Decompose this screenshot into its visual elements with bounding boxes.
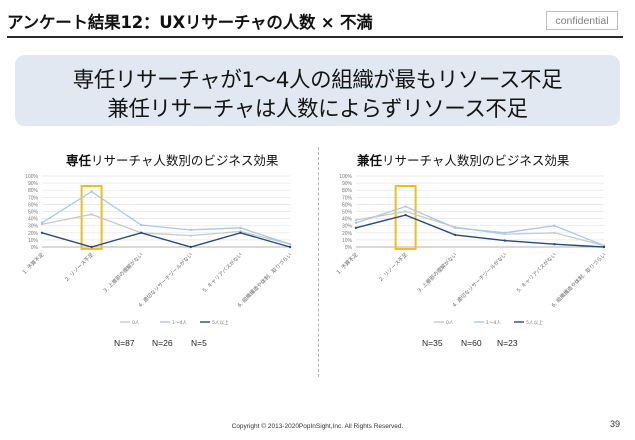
left-xtick: 2. リソース不足: [64, 251, 95, 282]
right-n-label-1: N=35: [422, 338, 443, 348]
right-data-point: [404, 205, 407, 208]
left-data-point: [239, 226, 242, 230]
right-series-line: [355, 210, 605, 247]
left-data-point: [90, 245, 93, 249]
right-xtick: 5. キャリアパスがない: [515, 251, 558, 294]
left-data-point: [40, 221, 44, 225]
left-n-label-1: N=87: [114, 338, 135, 348]
right-ytick: 30%: [342, 224, 353, 230]
left-xtick: 1. 予算不足: [20, 251, 45, 276]
page-title: アンケート結果12：UXリサーチャの人数 × 不満: [7, 13, 373, 32]
summary-line-2: 兼任リサーチャは人数によらずリソース不足: [107, 97, 528, 122]
left-data-point: [288, 242, 292, 246]
left-legend-label: 5人以上: [212, 319, 229, 326]
right-data-point: [503, 239, 506, 242]
right-ytick: 100%: [339, 174, 352, 180]
left-xtick: 5. キャリアパスがない: [201, 251, 244, 294]
right-data-point: [553, 224, 556, 227]
right-legend-label: 1〜4人: [486, 320, 501, 326]
left-data-point: [189, 245, 192, 249]
right-chart-title-bold: 兼任: [357, 153, 383, 168]
right-ytick: 0%: [345, 245, 353, 251]
left-xtick: 3. 上層部の理解がない: [101, 251, 144, 294]
right-data-point: [602, 245, 606, 249]
right-ytick: 50%: [342, 210, 353, 216]
right-legend-label: 5人以上: [526, 319, 543, 326]
left-xtick: 4. 適切なリサーチツールがない: [136, 251, 194, 309]
left-data-point: [40, 231, 44, 234]
right-legend-label: 0人: [446, 320, 454, 326]
left-data-point: [90, 190, 93, 193]
right-xtick: 2. リソース不足: [378, 251, 409, 282]
left-ytick: 80%: [28, 188, 39, 194]
left-line-chart: 0%10%20%30%40%50% 60%70%80%90%100% 1. 予算不足…: [20, 174, 293, 326]
left-data-point: [140, 223, 143, 227]
left-series-line: [41, 190, 291, 245]
right-data-point: [503, 231, 506, 234]
right-ytick: 20%: [342, 231, 353, 237]
right-xtick: 4. 適切なリサーチツールがない: [450, 251, 508, 309]
right-series-line: [355, 214, 605, 248]
left-n-label-3: N=5: [191, 338, 207, 348]
right-ytick: 40%: [342, 217, 353, 223]
left-series-line: [41, 232, 291, 248]
right-data-point: [454, 226, 457, 230]
right-data-point: [354, 226, 358, 230]
right-chart-title-rest: リサーチャ人数別のビジネス効果: [382, 153, 570, 168]
copyright: Copyright © 2013-2020PopInSight,Inc. All…: [231, 423, 404, 430]
right-xtick: 6. 組織構造や体制、取りづらい: [549, 251, 607, 309]
left-xtick: 6. 組織構造や体制、取りづらい: [235, 251, 293, 309]
right-n-label-2: N=60: [461, 338, 482, 348]
left-ytick: 10%: [28, 238, 39, 244]
left-ytick: 40%: [28, 217, 39, 223]
right-line-chart: 0%10%20%30%40%50% 60%70%80%90%100% 1. 予算不足…: [334, 174, 607, 326]
left-data-point: [189, 234, 192, 237]
right-data-point: [553, 242, 556, 246]
title-rule: [7, 36, 623, 38]
left-ytick: 70%: [28, 195, 39, 201]
right-data-point: [354, 218, 358, 222]
chart-divider: [318, 147, 319, 377]
left-chart-title: 専任リサーチャ人数別のビジネス効果: [66, 150, 278, 169]
left-legend-label: 0人: [132, 320, 140, 326]
left-ytick: 0%: [31, 245, 39, 251]
right-xtick: 3. 上層部の理解がない: [415, 251, 458, 294]
left-ytick: 50%: [28, 210, 39, 216]
left-ytick: 60%: [28, 202, 39, 208]
left-chart-title-rest: リサーチャ人数別のビジネス効果: [91, 153, 279, 168]
left-data-point: [90, 213, 93, 216]
left-n-label-2: N=26: [152, 338, 173, 348]
right-ytick: 80%: [342, 188, 353, 194]
left-chart-title-bold: 専任: [66, 153, 92, 168]
confidential-badge: confidential: [546, 11, 618, 30]
right-series-line: [355, 205, 605, 247]
summary-banner: 専任リサーチャが1〜4人の組織が最もリソース不足 兼任リサーチャは人数によらずリ…: [15, 55, 620, 126]
summary-line-1: 専任リサーチャが1〜4人の組織が最もリソース不足: [72, 68, 563, 93]
right-ytick: 70%: [342, 195, 353, 201]
left-ytick: 30%: [28, 224, 39, 230]
left-data-point: [239, 231, 242, 234]
left-data-point: [140, 231, 143, 234]
right-ytick: 10%: [342, 238, 353, 244]
right-ytick: 90%: [342, 181, 353, 187]
right-data-point: [454, 233, 457, 237]
right-n-label-3: N=23: [497, 338, 518, 348]
right-data-point: [404, 210, 407, 213]
page-number: 39: [610, 419, 621, 429]
right-data-point: [404, 213, 407, 217]
right-xtick: 1. 予算不足: [334, 251, 359, 276]
right-data-point: [553, 231, 556, 234]
right-ytick: 60%: [342, 202, 353, 208]
left-legend-label: 1〜4人: [172, 320, 187, 326]
left-data-point: [189, 228, 192, 232]
right-data-point: [354, 221, 358, 225]
left-series-line: [41, 213, 291, 245]
left-data-point: [288, 245, 292, 249]
right-chart-title: 兼任リサーチャ人数別のビジネス効果: [357, 150, 569, 169]
left-ytick: 100%: [25, 174, 38, 180]
left-ytick: 20%: [28, 231, 39, 237]
left-ytick: 90%: [28, 181, 39, 187]
